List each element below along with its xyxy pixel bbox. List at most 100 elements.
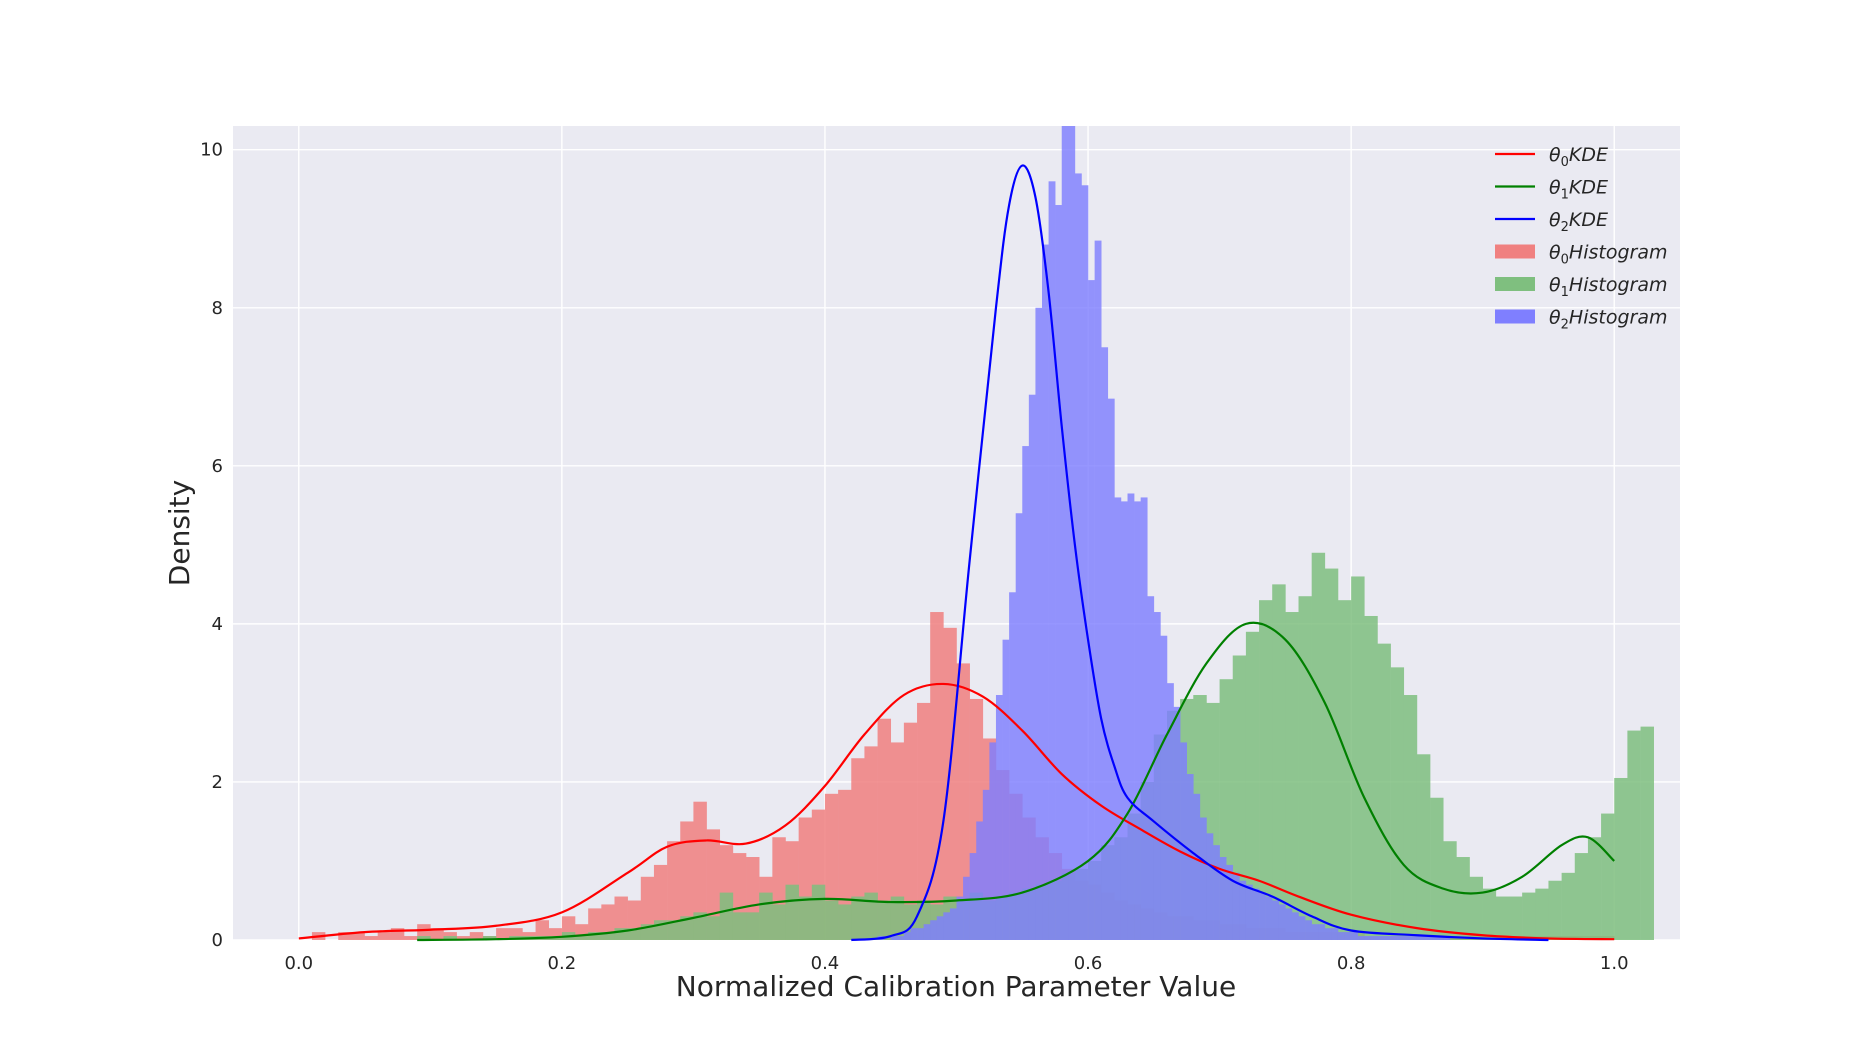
histogram-bar	[1357, 936, 1365, 940]
histogram-bar	[1245, 631, 1260, 940]
histogram-bar	[1377, 936, 1385, 940]
histogram-bar	[943, 912, 951, 940]
histogram-bar	[1416, 754, 1431, 940]
histogram-bar	[1166, 683, 1174, 940]
histogram-bar	[811, 884, 826, 940]
histogram-bar	[430, 928, 444, 940]
x-tick-label: 0.0	[284, 953, 313, 974]
histogram-bar	[1239, 880, 1247, 940]
histogram-bar	[1324, 568, 1339, 940]
histogram-bar	[864, 892, 878, 940]
histogram-bar	[1055, 205, 1063, 941]
histogram-bar	[601, 932, 615, 940]
histogram-bar	[601, 904, 615, 940]
histogram-bar	[469, 932, 484, 940]
histogram-bar	[1140, 497, 1148, 940]
legend-subscript: 2	[1561, 220, 1569, 235]
legend-patch-swatch	[1495, 309, 1535, 324]
histogram-bar	[989, 742, 997, 940]
histogram-bar	[772, 904, 786, 940]
histogram-bar	[443, 936, 457, 940]
histogram-bar	[680, 821, 694, 940]
y-tick-label: 6	[212, 456, 223, 477]
kde-line-theta2	[851, 164, 1549, 942]
histogram-bar	[1535, 888, 1549, 940]
x-tick-labels: 0.0 0.2 0.4 0.6 0.8 1.0	[284, 953, 1628, 974]
legend-text: KDE	[1569, 177, 1608, 199]
legend-label: θ2KDE	[1549, 209, 1608, 235]
histogram-bar	[1410, 936, 1418, 940]
histogram-bar	[1561, 872, 1576, 940]
legend-symbol: θ	[1549, 144, 1561, 166]
histogram-bar	[1364, 615, 1378, 940]
histogram-bar	[897, 936, 905, 940]
legend-label: θ1Histogram	[1549, 274, 1667, 300]
histogram-bar	[1278, 904, 1286, 940]
histogram-bar	[1180, 742, 1188, 940]
legend-symbol: θ	[1549, 307, 1561, 329]
histogram-bar	[1337, 600, 1352, 940]
histogram-bar	[890, 742, 905, 940]
histogram-bar	[1213, 845, 1220, 940]
histogram-bar	[1548, 880, 1562, 940]
histogram-bar	[969, 853, 977, 940]
histogram-bar	[1337, 932, 1345, 940]
x-tick-label: 1.0	[1600, 953, 1629, 974]
legend-text: Histogram	[1569, 307, 1668, 329]
x-tick-label: 0.6	[1074, 953, 1103, 974]
histogram-bar	[535, 920, 550, 940]
legend-entry: θ0Histogram	[1495, 242, 1667, 268]
legend-subscript: 1	[1561, 188, 1569, 203]
histogram-bar	[1305, 920, 1312, 940]
histograms	[311, 126, 1654, 941]
legend-label: θ0KDE	[1549, 144, 1608, 170]
histogram-bar	[956, 663, 970, 940]
histogram-bar	[956, 896, 964, 940]
histogram-bar	[1403, 695, 1418, 940]
histogram-bar	[1035, 307, 1043, 941]
histogram-bar	[338, 932, 352, 940]
histogram-bar	[1311, 552, 1326, 940]
legend-text: KDE	[1569, 144, 1608, 166]
histogram-bar	[1009, 592, 1016, 940]
histogram-bar	[456, 936, 471, 940]
histogram-bar	[864, 746, 878, 940]
histogram-bar	[1232, 655, 1247, 940]
histogram-bar	[917, 928, 924, 940]
legend-subscript: 0	[1561, 253, 1569, 268]
legend: θ0KDEθ1KDEθ2KDEθ0Histogramθ1Histogramθ2H…	[1495, 144, 1667, 333]
histogram-bar	[627, 928, 642, 940]
histogram-bar	[1252, 888, 1260, 940]
legend-subscript: 2	[1561, 318, 1569, 333]
histogram-bar	[1627, 730, 1641, 940]
histogram-bar	[417, 936, 431, 940]
histogram-bar	[910, 928, 918, 940]
histogram-bar	[1430, 936, 1437, 940]
histogram-bar	[1390, 936, 1398, 940]
histogram-bar	[963, 876, 970, 940]
histogram-bar	[1370, 936, 1378, 940]
histogram-bar	[1134, 501, 1141, 940]
histogram-bar	[1022, 446, 1030, 940]
histogram-bar	[1206, 833, 1214, 940]
histogram-bar	[877, 718, 892, 940]
histogram-bar	[949, 908, 957, 940]
legend-patch-swatch	[1495, 277, 1535, 291]
histogram-bar	[1002, 639, 1010, 940]
histogram-bar	[1469, 876, 1483, 940]
histogram-bar	[917, 702, 931, 940]
legend-entry: θ2KDE	[1495, 209, 1608, 235]
histogram-bar	[890, 936, 898, 940]
histogram-bar	[1219, 857, 1227, 940]
histogram-bar	[1351, 932, 1359, 940]
histogram-bar	[1397, 936, 1405, 940]
histogram-bar	[1074, 173, 1082, 940]
histogram-bar	[351, 932, 365, 940]
histogram-bar	[509, 928, 523, 940]
histogram-bar	[759, 892, 773, 940]
histogram-bar	[851, 758, 865, 940]
histogram-bar	[693, 912, 707, 940]
histogram-bar	[575, 936, 589, 940]
histogram-bar	[1331, 928, 1339, 940]
